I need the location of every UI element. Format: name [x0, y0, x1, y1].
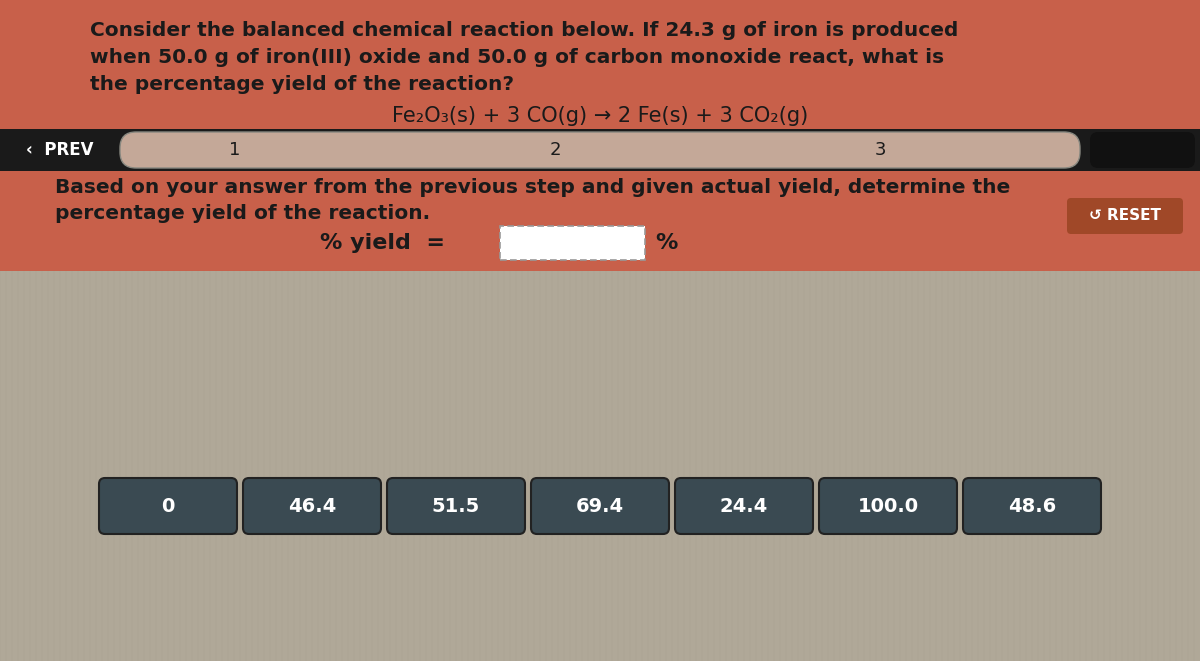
- Text: 48.6: 48.6: [1008, 496, 1056, 516]
- FancyBboxPatch shape: [0, 0, 1200, 271]
- Text: 0: 0: [161, 496, 175, 516]
- Text: 3: 3: [875, 141, 886, 159]
- Text: 69.4: 69.4: [576, 496, 624, 516]
- Text: percentage yield of the reaction.: percentage yield of the reaction.: [55, 204, 430, 223]
- Text: ↺ RESET: ↺ RESET: [1090, 208, 1162, 223]
- Text: 51.5: 51.5: [432, 496, 480, 516]
- Text: Consider the balanced chemical reaction below. If 24.3 g of iron is produced: Consider the balanced chemical reaction …: [90, 21, 959, 40]
- Text: 2: 2: [550, 141, 560, 159]
- FancyBboxPatch shape: [386, 478, 526, 534]
- Text: Based on your answer from the previous step and given actual yield, determine th: Based on your answer from the previous s…: [55, 178, 1010, 197]
- FancyBboxPatch shape: [500, 226, 646, 260]
- Text: Fe₂O₃(s) + 3 CO(g) → 2 Fe(s) + 3 CO₂(g): Fe₂O₃(s) + 3 CO(g) → 2 Fe(s) + 3 CO₂(g): [392, 106, 808, 126]
- FancyBboxPatch shape: [0, 271, 1200, 661]
- Text: 24.4: 24.4: [720, 496, 768, 516]
- Text: ‹  PREV: ‹ PREV: [26, 141, 94, 159]
- FancyBboxPatch shape: [964, 478, 1102, 534]
- Text: %: %: [655, 233, 677, 253]
- FancyBboxPatch shape: [530, 478, 670, 534]
- Text: 1: 1: [229, 141, 241, 159]
- FancyBboxPatch shape: [120, 132, 1080, 168]
- FancyBboxPatch shape: [818, 478, 958, 534]
- FancyBboxPatch shape: [98, 478, 238, 534]
- Text: 100.0: 100.0: [858, 496, 918, 516]
- Text: the percentage yield of the reaction?: the percentage yield of the reaction?: [90, 75, 514, 94]
- Text: when 50.0 g of iron(III) oxide and 50.0 g of carbon monoxide react, what is: when 50.0 g of iron(III) oxide and 50.0 …: [90, 48, 944, 67]
- Text: % yield  =: % yield =: [320, 233, 445, 253]
- FancyBboxPatch shape: [0, 129, 1200, 171]
- FancyBboxPatch shape: [1090, 132, 1195, 168]
- Text: 46.4: 46.4: [288, 496, 336, 516]
- FancyBboxPatch shape: [674, 478, 814, 534]
- FancyBboxPatch shape: [1067, 198, 1183, 234]
- FancyBboxPatch shape: [242, 478, 382, 534]
